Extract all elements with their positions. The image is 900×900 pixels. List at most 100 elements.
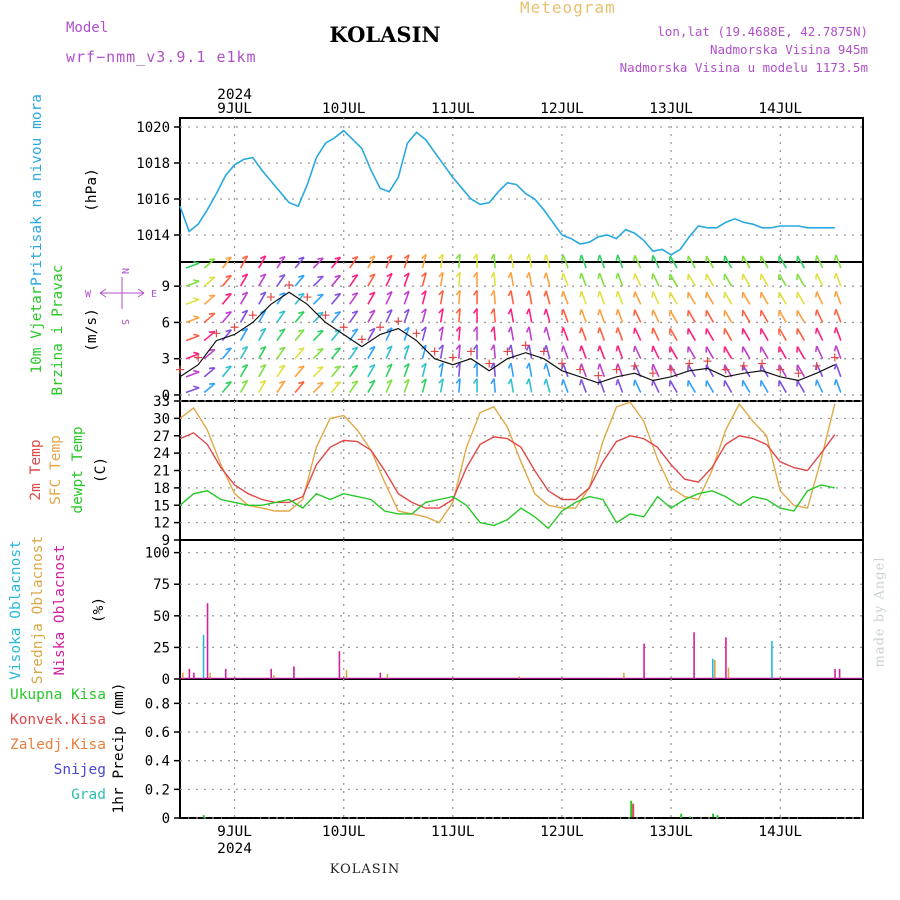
precip-bar (716, 815, 719, 818)
wind-barb-head (298, 310, 305, 315)
coords-label: lon,lat (19.4688E, 42.7875N) (657, 24, 868, 39)
precip-bar (712, 813, 715, 818)
wind-barb-head (298, 381, 305, 385)
wind-barb (403, 363, 410, 378)
wind-barb (276, 328, 286, 342)
wind-barb-head (403, 363, 410, 368)
wind-barb (239, 346, 249, 360)
wind-barb (239, 309, 249, 323)
wind-barb-head (490, 308, 495, 315)
wind-barb-head (579, 309, 583, 316)
year-label-bottom: 2024 (217, 841, 252, 857)
wind-label: 10m Vjetar (29, 286, 45, 374)
wind-barb-head (543, 272, 547, 279)
wind-barb-head (369, 309, 376, 314)
wind-barb-head (208, 312, 215, 315)
wind-barb-head (543, 290, 547, 297)
wind-barb (203, 294, 216, 305)
wind-barb (403, 379, 410, 393)
wind-barb-head (525, 378, 530, 385)
wind-barb-head (814, 291, 818, 298)
wind-barb-head (260, 363, 267, 369)
wind-barb (598, 272, 606, 287)
ytick-label: 0.4 (145, 754, 170, 770)
wind-barb-head (317, 366, 324, 369)
wind-barb-head (193, 279, 200, 283)
wind-barb-head (833, 363, 837, 370)
wind-barb (742, 309, 751, 323)
day-label-bottom: 12JUL (540, 824, 584, 840)
wind-barb-head (543, 308, 547, 315)
wind-barb-head (833, 327, 837, 334)
wind-barb-head (279, 364, 286, 369)
wind-barb-head (833, 379, 837, 386)
wind-barb-head (351, 380, 359, 384)
wind-barb-head (579, 254, 583, 261)
wind-gust-mark (739, 361, 748, 370)
wind-barb (669, 328, 678, 341)
wind-barb-head (279, 346, 286, 351)
wind-barb-head (455, 253, 461, 260)
wind-barb-head (369, 327, 376, 332)
wind-barb (458, 362, 461, 377)
cloud-bar (206, 603, 209, 679)
wind-barb-head (507, 344, 512, 351)
wind-barb (580, 254, 587, 269)
precip-bar (680, 813, 683, 818)
wind-barb (458, 290, 461, 305)
wind-barb (385, 345, 393, 360)
wind-barb (669, 309, 678, 323)
wind-barb (330, 256, 342, 269)
wind-barb (634, 327, 642, 341)
ytick-label: 0.8 (145, 696, 170, 712)
precip-bar (202, 815, 205, 818)
wind-barb-head (386, 345, 393, 350)
wind-barb-head (386, 272, 393, 278)
wind-barb (634, 273, 642, 287)
wind-barb (778, 291, 787, 305)
wind-barb-head (241, 327, 248, 332)
wind-barb (330, 274, 342, 287)
wind-barb (580, 345, 587, 359)
wind-barb-head (525, 272, 530, 279)
wind-barb (835, 327, 842, 341)
wind-barb-head (351, 310, 359, 314)
wind-barb (294, 381, 305, 394)
wind-barb (349, 380, 359, 393)
wind-barb (580, 290, 587, 305)
cloud-bar (693, 632, 695, 679)
wind-barb-head (369, 291, 376, 296)
wind-barb (493, 290, 497, 305)
wind-barb (367, 309, 376, 323)
wind-barb-head (208, 276, 215, 279)
wind-barb-head (507, 326, 512, 333)
wind-barb-head (560, 379, 564, 386)
wind-barb-head (615, 290, 619, 298)
wind-barb (562, 327, 569, 341)
cloud-bar (193, 672, 195, 679)
wind-barb (562, 254, 569, 269)
day-label-bottom: 13JUL (649, 824, 693, 840)
wind-barb (652, 255, 660, 269)
wind-barb (439, 272, 444, 287)
wind-barb-head (241, 345, 248, 350)
wind-barb (421, 290, 427, 305)
wind-barb (528, 272, 533, 287)
wind-barb-head (421, 326, 427, 332)
wind-barb (835, 290, 842, 305)
wind-gust-mark (430, 347, 439, 356)
page-title: KOLASIN (329, 22, 441, 47)
wind-barb (796, 380, 806, 393)
wind-barb (385, 363, 393, 378)
wind-barb-head (386, 309, 393, 314)
wind-barb-head (241, 291, 248, 296)
precip-unit: 1hr Precip (mm) (111, 683, 127, 814)
wind-barb (705, 328, 715, 341)
wind-barb (760, 273, 769, 287)
wind-barb (815, 255, 824, 269)
wind-barb-head (260, 255, 267, 260)
wind-barb-head (507, 272, 512, 279)
ytick-label: 0.2 (145, 782, 170, 798)
wind-barb (385, 379, 393, 393)
wind-gust-mark (776, 365, 785, 374)
